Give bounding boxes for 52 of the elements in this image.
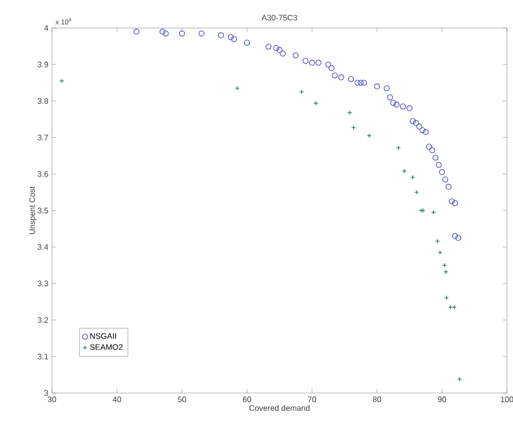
- point: [394, 102, 400, 108]
- point: [455, 234, 462, 241]
- point: [332, 72, 338, 78]
- point: [452, 233, 458, 240]
- point: [361, 80, 367, 86]
- point: [231, 36, 237, 42]
- point: [446, 184, 452, 190]
- point: [280, 50, 286, 57]
- point: [299, 89, 304, 94]
- point: [448, 198, 455, 204]
- point: [387, 94, 393, 100]
- point: [374, 83, 380, 90]
- point: [276, 46, 282, 53]
- point: [420, 127, 426, 134]
- point: [160, 28, 166, 35]
- point: [325, 61, 332, 68]
- point: [162, 30, 169, 36]
- point: [309, 60, 315, 66]
- point: [179, 30, 185, 36]
- point: [442, 176, 448, 182]
- point: [134, 28, 140, 35]
- point: [452, 200, 458, 206]
- point: [426, 144, 432, 150]
- point: [439, 169, 446, 176]
- point: [351, 125, 356, 130]
- point: [422, 129, 429, 136]
- point: [338, 74, 344, 80]
- point: [384, 85, 390, 92]
- point: [218, 32, 224, 38]
- point: [438, 250, 442, 255]
- point: [273, 45, 280, 52]
- point: [354, 80, 360, 86]
- point: [429, 147, 436, 154]
- point: [328, 65, 334, 72]
- point: [416, 124, 422, 130]
- point: [228, 34, 234, 40]
- point: [413, 120, 419, 126]
- point: [436, 162, 442, 168]
- point: [198, 30, 204, 36]
- point: [348, 76, 354, 82]
- point: [316, 60, 322, 66]
- point: [302, 58, 308, 64]
- point: [406, 105, 412, 112]
- point: [292, 52, 299, 58]
- point: [390, 100, 396, 106]
- point: [244, 40, 250, 46]
- point: [358, 80, 364, 86]
- point: [410, 118, 416, 124]
- point: [432, 154, 439, 161]
- point: [400, 103, 406, 110]
- point: [265, 44, 272, 50]
- point: [457, 376, 462, 382]
